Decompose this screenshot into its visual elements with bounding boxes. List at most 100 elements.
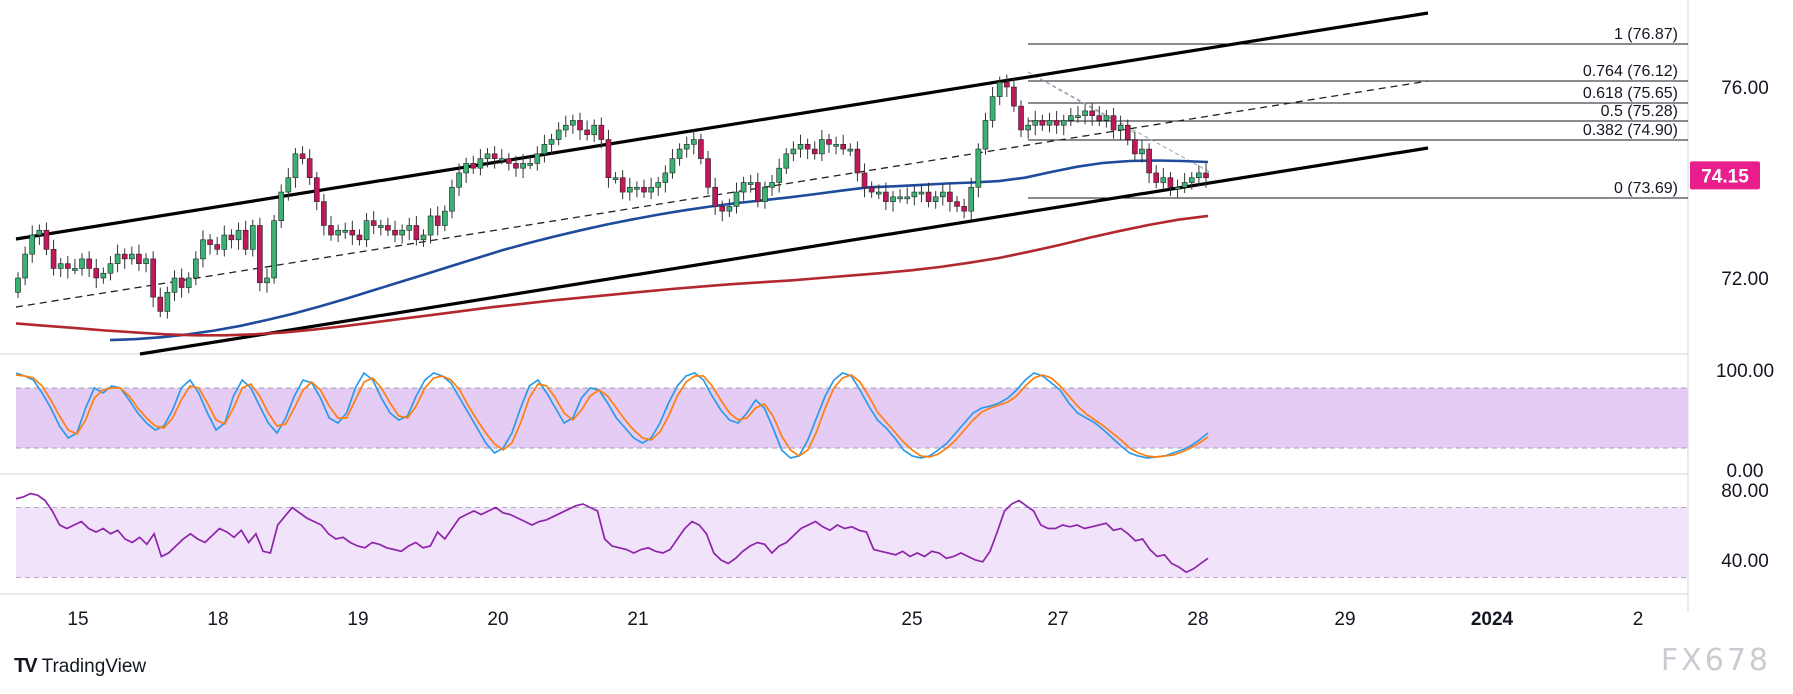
candle-down	[925, 182, 932, 208]
candle-up	[1174, 179, 1181, 198]
candle-body	[833, 144, 839, 147]
time-tick-label: 28	[1187, 609, 1208, 630]
candle-body	[1089, 110, 1095, 116]
stochastic-tick-label: 0.00	[1727, 461, 1764, 482]
candle-up	[1060, 114, 1067, 136]
candle-down	[1167, 171, 1174, 196]
candle-body	[989, 96, 996, 121]
candle-up	[776, 158, 782, 193]
candle-body	[506, 158, 512, 164]
candle-down	[50, 239, 57, 276]
candle-down	[356, 229, 363, 246]
last-price-label: 74.15	[1701, 166, 1749, 187]
candle-body	[285, 177, 292, 193]
candle-body	[107, 263, 114, 274]
stochastic-oscillator	[15, 371, 1209, 459]
rsi-tick-label: 80.00	[1721, 481, 1769, 502]
candle-body	[43, 229, 50, 250]
candle-down	[228, 229, 235, 249]
candle-body	[562, 124, 569, 131]
candle-body	[719, 206, 726, 212]
candle-body	[1075, 115, 1081, 118]
candle-body	[548, 139, 555, 145]
candle-up	[114, 244, 121, 273]
candle-up	[740, 176, 747, 201]
candle-up	[264, 268, 270, 293]
candle-body	[235, 229, 242, 241]
candle-body	[762, 186, 768, 202]
candle-body	[811, 148, 818, 155]
candle-up	[527, 157, 533, 170]
candle-up	[484, 148, 491, 168]
rsi-band	[16, 507, 1688, 578]
tradingview-logo-icon: TV	[14, 655, 38, 677]
candle-up	[235, 222, 242, 250]
candle-body	[570, 120, 576, 126]
candle-body	[36, 229, 43, 236]
candle-down	[605, 129, 612, 188]
stochastic-d-line	[15, 374, 1209, 458]
candle-up	[691, 129, 697, 155]
candle-up	[378, 219, 384, 236]
candle-down	[86, 251, 92, 278]
trend-channel[interactable]	[15, 11, 1429, 356]
candle-up	[570, 114, 576, 134]
candle-up	[271, 214, 277, 284]
candle-body	[996, 81, 1003, 97]
candle-up	[1196, 165, 1202, 187]
candle-body	[982, 120, 989, 150]
candle-up	[904, 187, 911, 204]
candle-down	[306, 149, 313, 185]
candle-body	[1196, 172, 1202, 179]
candle-body	[164, 292, 171, 312]
fibonacci-retracement[interactable]: 1 (76.87) 0.764 (76.12) 0.618 (75.65)0.5 (…	[1027, 26, 1688, 199]
candle-down	[413, 215, 420, 246]
candle-up	[193, 251, 199, 286]
candle-body	[221, 234, 228, 250]
candle-body	[349, 229, 356, 236]
candle-up	[918, 184, 925, 203]
candle-down	[1132, 131, 1138, 162]
candle-down	[1110, 108, 1117, 139]
candle-body	[1082, 110, 1088, 116]
candle-body	[484, 153, 491, 159]
candle-up	[591, 119, 598, 142]
candle-up	[762, 181, 768, 209]
candle-body	[442, 210, 448, 226]
candle-body	[498, 158, 505, 161]
candle-body	[356, 234, 363, 241]
candle-up	[185, 272, 192, 294]
candle-up	[463, 157, 469, 183]
candle-body	[406, 225, 413, 231]
candle-body	[193, 258, 199, 279]
candle-up	[932, 191, 939, 209]
candle-up	[1075, 106, 1081, 123]
candle-body	[477, 158, 484, 169]
candle-up	[171, 270, 178, 301]
candle-body	[64, 263, 71, 269]
stochastic-band	[16, 388, 1688, 448]
candle-down	[299, 146, 306, 165]
candle-up	[1181, 172, 1188, 194]
candle-body	[1032, 120, 1039, 126]
candle-down	[705, 150, 711, 195]
candle-body	[897, 196, 903, 200]
tradingview-brand[interactable]: TV TradingView	[14, 655, 146, 678]
candle-up	[107, 256, 114, 281]
candle-body	[911, 191, 918, 198]
candle-down	[577, 112, 583, 141]
candle-up	[726, 198, 733, 217]
candle-down	[811, 141, 818, 160]
candle-up	[292, 148, 299, 188]
candle-down	[506, 152, 512, 171]
fib-level-label: 0.5 (75.28)	[1601, 103, 1678, 120]
candle-body	[200, 239, 206, 260]
candle-body	[904, 196, 911, 200]
candle-down	[826, 133, 832, 153]
candle-body	[691, 139, 697, 145]
fib-level-label: 0 (73.69)	[1614, 180, 1678, 197]
candle-body	[641, 186, 647, 193]
candle-up	[477, 149, 484, 176]
candle-body	[1011, 86, 1017, 107]
candle-down	[641, 179, 647, 198]
